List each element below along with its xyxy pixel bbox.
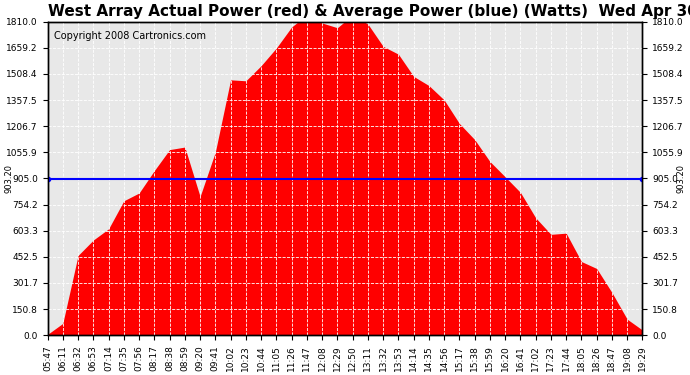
Text: 903.20: 903.20: [4, 164, 13, 193]
Text: West Array Actual Power (red) & Average Power (blue) (Watts)  Wed Apr 30 19:49: West Array Actual Power (red) & Average …: [48, 4, 690, 19]
Text: 903.20: 903.20: [677, 164, 686, 193]
Text: Copyright 2008 Cartronics.com: Copyright 2008 Cartronics.com: [54, 31, 206, 41]
